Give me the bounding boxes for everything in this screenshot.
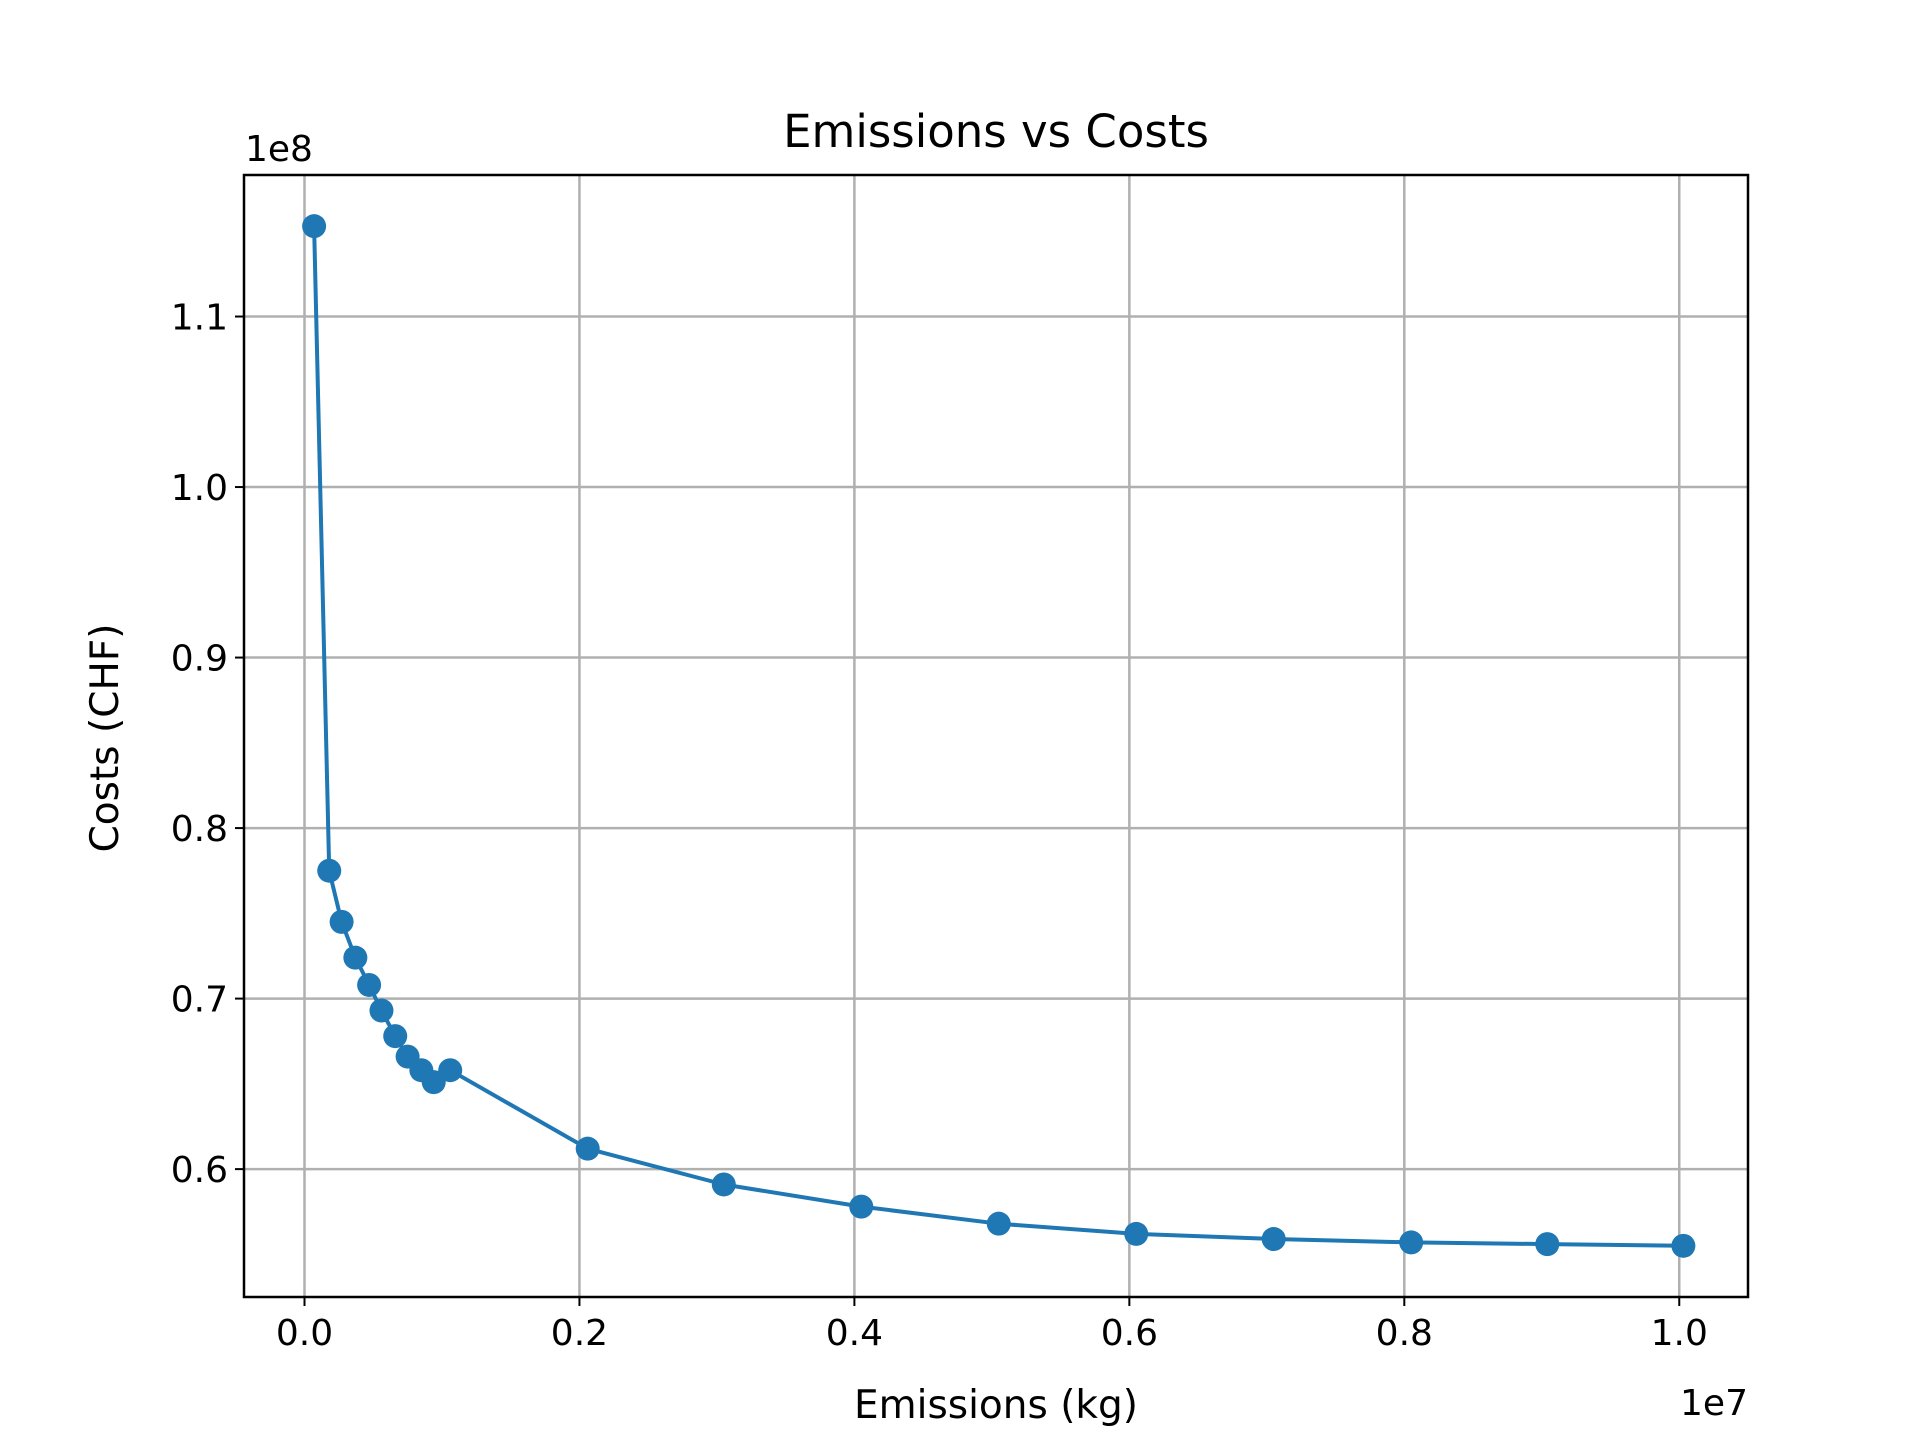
data-point [317,858,342,883]
data-point [343,945,368,970]
data-point [711,1172,736,1197]
y-tick-label: 0.6 [171,1150,228,1191]
y-axis-multiplier: 1e8 [245,129,313,170]
x-tick-label: 0.4 [826,1313,883,1354]
plot-series [302,214,1696,1258]
x-tick-label: 1.0 [1651,1313,1708,1354]
y-tick-label: 1.0 [171,468,228,509]
data-point [369,998,394,1023]
y-tick-label: 0.9 [171,639,228,680]
x-axis-label: Emissions (kg) [854,1383,1138,1428]
data-point [1399,1230,1424,1255]
x-tick-label: 0.8 [1376,1313,1433,1354]
plot-frame [242,173,1750,1299]
data-point [383,1024,408,1049]
data-point [849,1194,874,1219]
y-tick-label: 1.1 [171,298,228,339]
data-point [1261,1227,1286,1252]
y-tick-label: 0.8 [171,809,228,850]
data-point [357,972,382,997]
chart-title: Emissions vs Costs [783,105,1209,158]
data-point [329,909,354,934]
y-axis-label: Costs (CHF) [83,624,128,853]
data-point [1671,1233,1696,1258]
data-point [438,1058,463,1083]
data-point [302,214,327,239]
data-point [1535,1232,1560,1257]
data-point [1124,1221,1149,1246]
x-tick-label: 0.6 [1101,1313,1158,1354]
grid [244,175,1748,1297]
axis-ticks: 0.0 0.2 0.4 0.6 0.8 1.0 0.6 0.7 0.8 0.9 1.0 1.1 [171,298,1708,1354]
data-point [421,1070,446,1095]
data-point [575,1136,600,1161]
x-tick-label: 0.2 [551,1313,608,1354]
y-tick-label: 0.7 [171,980,228,1021]
x-tick-label: 0.0 [276,1313,333,1354]
x-axis-multiplier: 1e7 [1680,1383,1748,1424]
data-point [986,1211,1011,1236]
